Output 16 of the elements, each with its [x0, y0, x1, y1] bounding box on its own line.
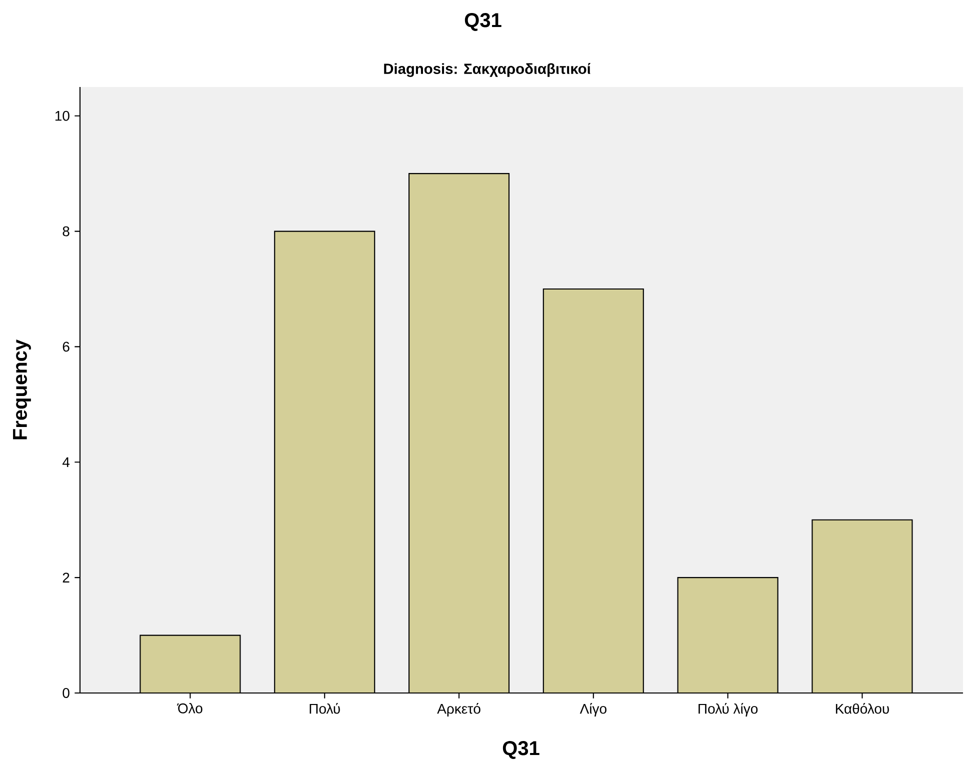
- y-tick-label: 2: [62, 572, 70, 582]
- chart-title: Q31: [464, 13, 502, 31]
- x-tick-label: Λίγο: [580, 703, 606, 716]
- y-tick-label: 8: [62, 226, 70, 236]
- y-tick-label: 0: [62, 688, 70, 698]
- x-axis-title: Q31: [502, 741, 540, 759]
- y-tick-label: 6: [62, 342, 70, 352]
- x-tick-label: Πολύ λίγο: [698, 703, 758, 716]
- x-tick-label: Αρκετό: [437, 703, 480, 716]
- x-tick-label: Πολύ: [310, 703, 340, 714]
- y-tick-label: 10: [55, 110, 70, 121]
- y-tick-label: 4: [62, 457, 70, 467]
- x-tick-label: Καθόλου: [836, 703, 889, 714]
- chart-subtitle: Diagnosis: Σακχαροδιαβιτικοί: [384, 63, 590, 77]
- x-tick-label: Όλο: [177, 703, 202, 714]
- y-axis-title: Frequency: [13, 340, 31, 440]
